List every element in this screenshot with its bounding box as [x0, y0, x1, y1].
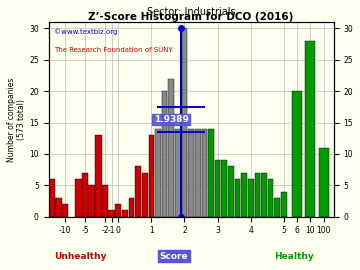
Bar	[142, 173, 148, 217]
Bar	[122, 210, 128, 217]
Bar	[95, 135, 102, 217]
Text: Unhealthy: Unhealthy	[54, 252, 106, 261]
Text: Healthy: Healthy	[274, 252, 314, 261]
Text: Sector: Industrials: Sector: Industrials	[147, 7, 235, 17]
Text: The Research Foundation of SUNY: The Research Foundation of SUNY	[54, 48, 173, 53]
Bar	[168, 79, 174, 217]
Bar	[188, 129, 194, 217]
Bar	[115, 204, 121, 217]
Bar	[215, 160, 220, 217]
Bar	[162, 91, 167, 217]
Bar	[182, 28, 187, 217]
Bar	[135, 166, 141, 217]
Bar	[129, 198, 134, 217]
Bar	[149, 135, 154, 217]
Bar	[292, 91, 302, 217]
Bar	[261, 173, 267, 217]
Bar	[202, 129, 207, 217]
Bar	[248, 179, 253, 217]
Bar	[305, 41, 315, 217]
Text: Score: Score	[160, 252, 188, 261]
Bar	[82, 173, 88, 217]
Bar	[175, 129, 181, 217]
Title: Z’-Score Histogram for DCO (2016): Z’-Score Histogram for DCO (2016)	[89, 12, 294, 22]
Bar	[268, 179, 274, 217]
Bar	[88, 185, 95, 217]
Text: ©www.textbiz.org: ©www.textbiz.org	[54, 28, 118, 35]
Bar	[255, 173, 260, 217]
Text: 1.9389: 1.9389	[154, 115, 189, 124]
Bar	[195, 129, 201, 217]
Bar	[319, 148, 329, 217]
Bar	[49, 179, 55, 217]
Bar	[208, 129, 214, 217]
Bar	[281, 191, 287, 217]
Bar	[75, 179, 82, 217]
Bar	[228, 166, 234, 217]
Bar	[155, 129, 161, 217]
Bar	[62, 204, 68, 217]
Bar	[102, 185, 108, 217]
Y-axis label: Number of companies
(573 total): Number of companies (573 total)	[7, 77, 26, 161]
Bar	[274, 198, 280, 217]
Bar	[55, 198, 62, 217]
Bar	[108, 210, 115, 217]
Bar	[221, 160, 227, 217]
Bar	[241, 173, 247, 217]
Bar	[235, 179, 240, 217]
